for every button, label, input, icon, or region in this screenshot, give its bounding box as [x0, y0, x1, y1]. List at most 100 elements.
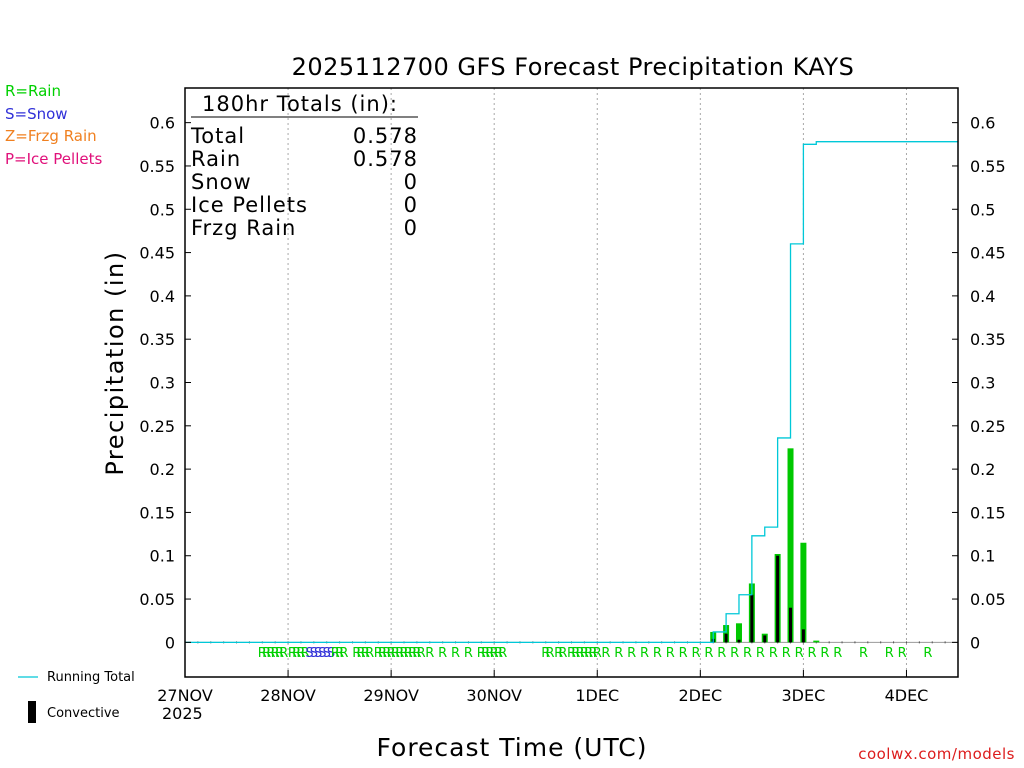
grid-lines [185, 88, 958, 677]
y-tick-label-right: 0.3 [970, 374, 995, 393]
x-tick-label: 30NOV [466, 686, 522, 705]
ice-pellets-legend: P=Ice Pellets [5, 150, 103, 168]
totals-label: Frzg Rain [191, 216, 296, 240]
y-tick-label-left: 0.5 [150, 200, 175, 219]
ptype-marker: R [271, 646, 280, 661]
ptype-marker: R [485, 646, 494, 661]
ptype-marker: R [588, 646, 597, 661]
ptype-marker: R [262, 646, 271, 661]
y-tick-label-left: 0.25 [139, 417, 175, 436]
ptype-marker: R [451, 646, 460, 661]
x-tick-label: 28NOV [260, 686, 316, 705]
ptype-marker: R [692, 646, 701, 661]
ptype-marker: R [258, 646, 267, 661]
y-tick-label-right: 0.2 [970, 460, 995, 479]
totals-label: Ice Pellets [191, 193, 308, 217]
ptype-marker: R [601, 646, 610, 661]
ptype-marker: R [387, 646, 396, 661]
running-total-legend: Running Total [47, 670, 135, 685]
ptype-marker: R [640, 646, 649, 661]
x-tick-label: 27NOV [157, 686, 213, 705]
ptype-marker: R [357, 646, 366, 661]
ptype-marker: R [730, 646, 739, 661]
y-tick-label-right: 0.55 [970, 157, 1006, 176]
ptype-marker: R [296, 646, 305, 661]
precip-bar [787, 448, 794, 643]
y-tick-label-right: 0.4 [970, 287, 995, 306]
ptype-marker: R [820, 646, 829, 661]
chart-title: 2025112700 GFS Forecast Precipitation KA… [292, 53, 855, 81]
ptype-marker: R [335, 646, 344, 661]
convective-bar [737, 639, 741, 643]
totals-value: 0.578 [353, 124, 418, 148]
ptype-marker: R [679, 646, 688, 661]
ptype-marker: R [571, 646, 580, 661]
ptype-marker: R [923, 646, 932, 661]
ptype-marker: R [331, 646, 340, 661]
ptype-marker: R [391, 646, 400, 661]
ptype-marker: R [339, 646, 348, 661]
y-tick-label-right: 0.25 [970, 417, 1006, 436]
x-tick-label: 2DEC [678, 686, 722, 705]
ptype-marker: S [310, 646, 318, 661]
ptype-marker: R [807, 646, 816, 661]
ptype-marker: R [425, 646, 434, 661]
totals-label: Rain [191, 147, 241, 171]
ptype-marker: R [361, 646, 370, 661]
ptype-marker: R [653, 646, 662, 661]
ptype-marker: R [382, 646, 391, 661]
ptype-marker: S [327, 646, 335, 661]
ptype-marker: R [374, 646, 383, 661]
y-tick-label-right: 0.05 [970, 590, 1006, 609]
y-tick-label-right: 0.6 [970, 114, 995, 133]
ptype-marker: R [666, 646, 675, 661]
y-tick-label-right: 0.35 [970, 330, 1006, 349]
ptype-marker: R [412, 646, 421, 661]
y-tick-label-left: 0.1 [150, 547, 175, 566]
credit-link[interactable]: coolwx.com/models [858, 745, 1015, 763]
ptype-marker: R [494, 646, 503, 661]
ptype-marker: R [743, 646, 752, 661]
ptype-marker: R [717, 646, 726, 661]
convective-bar [801, 629, 805, 643]
ptype-marker: R [885, 646, 894, 661]
precip-bar [813, 640, 820, 643]
convective-bar [750, 594, 754, 643]
ptype-marker: R [795, 646, 804, 661]
y-tick-label-left: 0.2 [150, 460, 175, 479]
totals-header: 180hr Totals (in): [202, 92, 398, 116]
x-axis-label: Forecast Time (UTC) [376, 733, 648, 762]
ptype-marker: R [399, 646, 408, 661]
convective-bar [724, 633, 728, 643]
ptype-marker: R [490, 646, 499, 661]
ptype-marker: R [481, 646, 490, 661]
ptype-marker: R [627, 646, 636, 661]
y-ticks-right: 0 0.05 0.1 0.15 0.2 0.25 0.3 0.35 0.4 0.45 0.5 0.55… [952, 114, 1006, 652]
y-tick-label-left: 0.3 [150, 374, 175, 393]
precip-bar [735, 623, 742, 643]
ptype-marker: R [477, 646, 486, 661]
ptype-marker: R [859, 646, 868, 661]
ptype-marker: R [576, 646, 585, 661]
convective-bar [763, 635, 767, 643]
ptype-marker: R [567, 646, 576, 661]
rain-legend: R=Rain [5, 82, 61, 100]
ptype-marker: S [323, 646, 331, 661]
ptype-marker: R [438, 646, 447, 661]
totals-value: 0 [404, 216, 418, 240]
y-tick-label-left: 0.55 [139, 157, 175, 176]
y-tick-label-left: 0.4 [150, 287, 175, 306]
ptype-marker: R [756, 646, 765, 661]
ptype-marker: R [288, 646, 297, 661]
y-tick-label-left: 0.05 [139, 590, 175, 609]
ptype-marker: R [365, 646, 374, 661]
x-ticks: 27NOV 28NOV 29NOV 30NOV 1DEC 2DEC 3DEC 4DEC [157, 670, 928, 705]
ptype-marker: R [275, 646, 284, 661]
ptype-marker: R [395, 646, 404, 661]
running-total-line [185, 141, 958, 644]
ptype-marker: R [769, 646, 778, 661]
bottom-legend-symbols [18, 676, 38, 723]
ptype-marker: R [417, 646, 426, 661]
y-tick-label-right: 0.1 [970, 547, 995, 566]
